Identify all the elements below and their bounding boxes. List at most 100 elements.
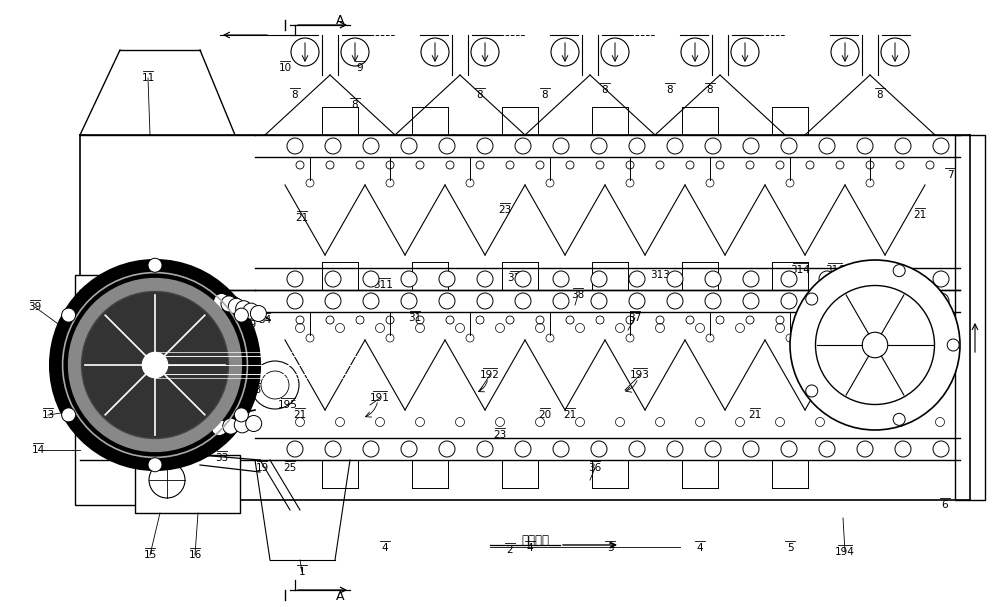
Circle shape (743, 441, 759, 457)
Circle shape (601, 38, 629, 66)
Circle shape (439, 441, 455, 457)
Circle shape (553, 293, 569, 309)
Bar (75, 275, 160, 505)
Circle shape (149, 462, 185, 498)
Circle shape (831, 38, 859, 66)
Text: 8: 8 (707, 85, 713, 95)
Circle shape (705, 293, 721, 309)
Circle shape (211, 419, 227, 435)
Circle shape (857, 293, 873, 309)
Circle shape (214, 294, 230, 310)
Circle shape (363, 441, 379, 457)
Text: 23: 23 (498, 205, 512, 215)
Text: 8: 8 (602, 85, 608, 95)
Circle shape (421, 38, 449, 66)
Circle shape (862, 332, 888, 358)
Circle shape (591, 441, 607, 457)
Circle shape (82, 291, 228, 438)
Text: 1: 1 (299, 567, 305, 577)
Text: 14: 14 (31, 445, 45, 455)
Text: 9: 9 (357, 63, 363, 73)
Circle shape (681, 38, 709, 66)
Text: 8: 8 (477, 90, 483, 100)
Circle shape (142, 353, 168, 378)
Circle shape (363, 271, 379, 287)
Circle shape (933, 293, 949, 309)
Text: 39: 39 (28, 302, 42, 312)
Text: 195: 195 (278, 400, 298, 410)
Circle shape (69, 279, 241, 451)
Text: 2: 2 (507, 545, 513, 555)
Circle shape (250, 305, 266, 322)
Text: A: A (336, 589, 344, 603)
Bar (135, 455, 240, 513)
Circle shape (816, 285, 934, 404)
Circle shape (743, 138, 759, 154)
Circle shape (857, 271, 873, 287)
Circle shape (62, 308, 76, 322)
Circle shape (705, 138, 721, 154)
Circle shape (148, 458, 162, 472)
Text: 18: 18 (248, 385, 262, 395)
Circle shape (629, 293, 645, 309)
Circle shape (325, 138, 341, 154)
Text: A: A (336, 13, 344, 27)
Circle shape (553, 138, 569, 154)
Text: 313: 313 (650, 270, 670, 280)
Circle shape (325, 293, 341, 309)
Text: 36: 36 (588, 463, 602, 473)
Text: 转动方向: 转动方向 (521, 534, 549, 546)
Circle shape (477, 138, 493, 154)
Circle shape (287, 138, 303, 154)
Text: 8: 8 (877, 90, 883, 100)
Text: 29: 29 (243, 320, 257, 330)
Circle shape (705, 441, 721, 457)
Circle shape (477, 271, 493, 287)
Circle shape (857, 441, 873, 457)
Circle shape (401, 293, 417, 309)
Circle shape (933, 138, 949, 154)
Circle shape (401, 271, 417, 287)
Circle shape (857, 138, 873, 154)
Circle shape (743, 271, 759, 287)
Text: 21: 21 (563, 410, 577, 420)
Circle shape (236, 300, 252, 317)
Circle shape (591, 138, 607, 154)
Text: 312: 312 (507, 273, 527, 283)
Circle shape (781, 293, 797, 309)
Circle shape (933, 441, 949, 457)
Circle shape (553, 441, 569, 457)
Circle shape (477, 441, 493, 457)
Circle shape (325, 271, 341, 287)
Text: 12: 12 (53, 365, 67, 375)
Text: 21: 21 (748, 410, 762, 420)
Circle shape (705, 271, 721, 287)
Circle shape (629, 271, 645, 287)
Circle shape (819, 271, 835, 287)
Text: 19: 19 (255, 463, 269, 473)
Circle shape (591, 271, 607, 287)
Circle shape (895, 441, 911, 457)
Text: 21: 21 (293, 410, 307, 420)
Text: 38: 38 (571, 290, 585, 300)
Circle shape (363, 293, 379, 309)
Text: 4: 4 (527, 543, 533, 553)
Text: 25: 25 (283, 463, 297, 473)
Text: 316: 316 (825, 265, 845, 275)
Circle shape (743, 293, 759, 309)
Circle shape (234, 408, 248, 422)
Text: 11: 11 (141, 73, 155, 83)
Circle shape (790, 260, 960, 430)
Circle shape (781, 271, 797, 287)
Circle shape (62, 408, 76, 422)
Circle shape (439, 293, 455, 309)
Text: 21: 21 (295, 213, 309, 223)
Text: 10: 10 (278, 63, 292, 73)
Circle shape (667, 293, 683, 309)
Circle shape (221, 296, 237, 312)
Circle shape (781, 138, 797, 154)
Circle shape (893, 265, 905, 277)
Circle shape (819, 293, 835, 309)
Circle shape (234, 417, 250, 433)
Circle shape (731, 38, 759, 66)
